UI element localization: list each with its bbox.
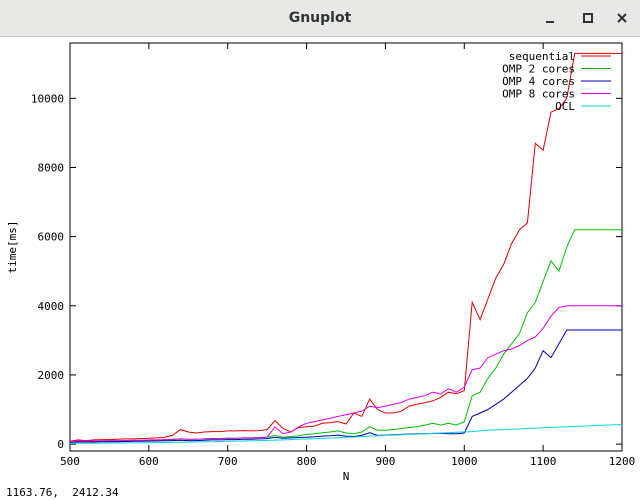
y-tick-label: 10000 [31, 92, 64, 105]
minimize-icon[interactable] [541, 9, 559, 27]
x-tick-label: 1100 [530, 455, 557, 468]
mouse-coordinates-readout: 1163.76, 2412.34 [6, 486, 119, 499]
series-line-4 [69, 424, 622, 444]
series-line-0 [69, 52, 622, 442]
legend-label: OMP 2 cores [502, 63, 575, 76]
x-tick-label: 500 [60, 455, 80, 468]
close-icon[interactable] [613, 9, 631, 27]
legend-label: OMP 4 cores [502, 75, 575, 88]
maximize-icon[interactable] [579, 9, 597, 27]
x-tick-label: 1200 [609, 455, 636, 468]
y-tick-label: 8000 [38, 161, 65, 174]
x-tick-label: 700 [218, 455, 238, 468]
title-bar[interactable]: Gnuplot [0, 0, 640, 37]
y-tick-label: 0 [57, 438, 64, 451]
x-tick-label: 1000 [451, 455, 478, 468]
window-title: Gnuplot [288, 10, 352, 26]
legend-label: sequential [509, 50, 575, 63]
x-axis-label: N [343, 470, 350, 483]
x-tick-label: 800 [297, 455, 317, 468]
series-line-2 [69, 329, 622, 443]
legend-label: OMP 8 cores [502, 88, 575, 101]
x-tick-label: 900 [375, 455, 395, 468]
series-line-1 [69, 229, 622, 443]
plot-border [69, 42, 623, 452]
series-line-3 [69, 305, 622, 443]
y-tick-label: 6000 [38, 231, 65, 244]
y-tick-label: 2000 [38, 369, 65, 382]
legend-label: OCL [555, 100, 575, 113]
y-tick-label: 4000 [38, 300, 65, 313]
y-axis-label: time[ms] [6, 221, 19, 274]
x-tick-label: 600 [139, 455, 159, 468]
